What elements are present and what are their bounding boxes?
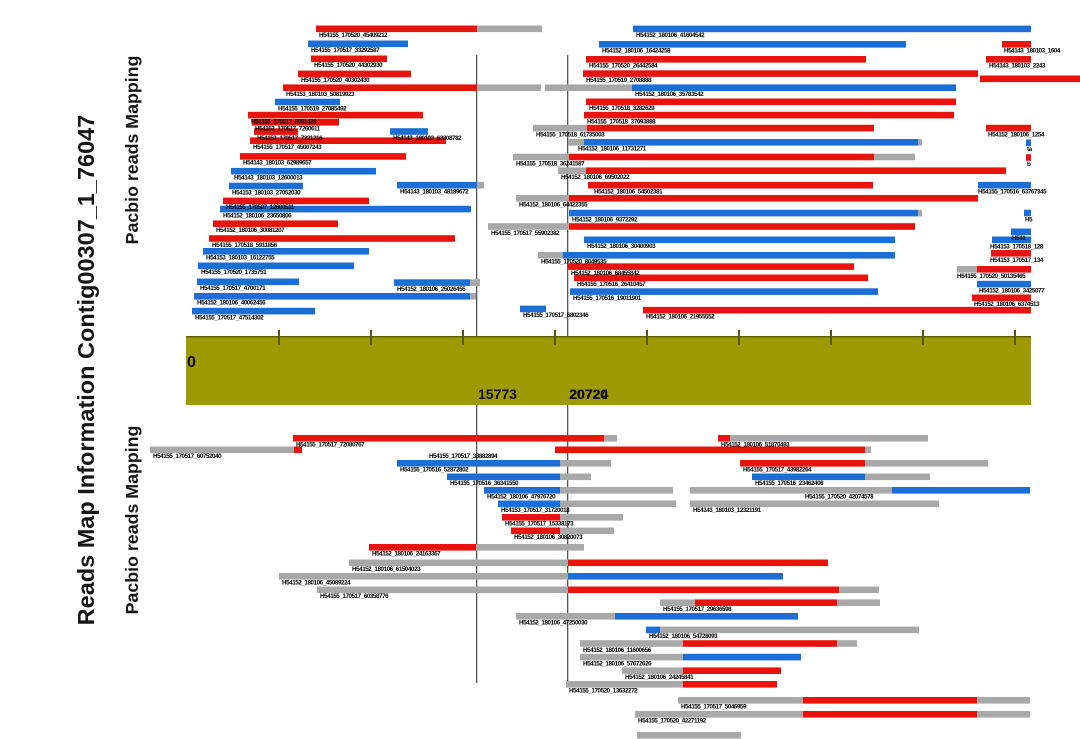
svg-text:H54155_170518_36241587: H54155_170518_36241587: [516, 160, 585, 167]
svg-text:H54155_170517_55902382: H54155_170517_55902382: [491, 230, 560, 237]
svg-text:H54155_170507_12600511: H54155_170507_12600511: [226, 204, 295, 211]
svg-text:H54155_170517_6802346: H54155_170517_6802346: [523, 312, 589, 319]
svg-text:H54152_180106_30081207: H54152_180106_30081207: [216, 227, 285, 234]
svg-text:H54155_170517_33292587: H54155_170517_33292587: [311, 47, 380, 54]
svg-text:H54155_170517_45007243: H54155_170517_45007243: [253, 144, 322, 151]
svg-text:H54152_180106_47250030: H54152_180106_47250030: [519, 620, 588, 627]
svg-text:H54155_170516_26410457: H54155_170516_26410457: [577, 281, 646, 288]
svg-text:H54155_170518_37093888: H54155_170518_37093888: [587, 118, 656, 125]
svg-text:H54152_180106_11600656: H54152_180106_11600656: [583, 647, 652, 654]
svg-text:20724: 20724: [570, 386, 609, 402]
svg-text:H54152_180106_25026455: H54152_180106_25026455: [397, 286, 466, 293]
svg-text:H54155_170517_47514302: H54155_170517_47514302: [195, 314, 264, 321]
svg-text:H54155_170518_3282629: H54155_170518_3282629: [589, 105, 655, 112]
svg-text:ta: ta: [1027, 146, 1033, 153]
svg-text:H54153_170517_7221216: H54153_170517_7221216: [257, 135, 323, 142]
svg-text:H54155_170519_27085492: H54155_170519_27085492: [278, 105, 347, 112]
svg-text:15773: 15773: [478, 386, 517, 402]
svg-text:H54155_170520_42074578: H54155_170520_42074578: [805, 494, 874, 501]
svg-text:H54155_170520_42271192: H54155_170520_42271192: [638, 718, 707, 725]
svg-text:H54152_180106_1254: H54152_180106_1254: [988, 131, 1045, 138]
svg-text:H54155_170520_44302930: H54155_170520_44302930: [314, 62, 383, 69]
svg-text:H54155_170517_33882894: H54155_170517_33882894: [429, 453, 498, 460]
svg-text:H54143_180103_12600013: H54143_180103_12600013: [234, 175, 303, 182]
svg-text:H54152_180106_30820073: H54152_180106_30820073: [514, 534, 583, 541]
svg-text:H54143_180103_2243: H54143_180103_2243: [989, 63, 1046, 70]
svg-text:H54155_170516_36341550: H54155_170516_36341550: [450, 480, 519, 487]
svg-text:H54152_180106_35783542: H54152_180106_35783542: [635, 91, 704, 98]
svg-text:H54155_170517_5046959: H54155_170517_5046959: [681, 704, 747, 711]
svg-text:H54155_170517_8081428: H54155_170517_8081428: [251, 118, 317, 125]
svg-text:H54152_180106_41604542: H54152_180106_41604542: [636, 32, 705, 39]
svg-text:H54155_170520_13632272: H54155_170520_13632272: [569, 688, 638, 695]
svg-text:H54152_180106_24163367: H54152_180106_24163367: [372, 551, 441, 558]
svg-text:H54155_170519_2708888: H54155_170519_2708888: [586, 77, 652, 84]
svg-text:H54143_180103_1604: H54143_180103_1604: [1004, 48, 1061, 55]
svg-text:H54155_170517_60358776: H54155_170517_60358776: [320, 593, 389, 600]
svg-text:H54143_180103_63308782: H54143_180103_63308782: [393, 135, 462, 142]
svg-text:H54153_180103_16122755: H54153_180103_16122755: [206, 255, 275, 262]
svg-text:H54152_180106_69502022: H54152_180106_69502022: [561, 174, 630, 181]
svg-text:H54155_170520_40302430: H54155_170520_40302430: [301, 77, 370, 84]
svg-text:H54152_180106_47976720: H54152_180106_47976720: [487, 494, 556, 501]
svg-text:Reads Map Information Contig00: Reads Map Information Contig00307_1_7604…: [73, 115, 99, 626]
svg-text:H54152_180106_45089224: H54152_180106_45089224: [282, 580, 351, 587]
svg-text:H54152_180106_21955552: H54152_180106_21955552: [646, 314, 715, 321]
svg-text:H54155_170516_19011901: H54155_170516_19011901: [573, 295, 642, 302]
svg-text:H54155_170520_26442584: H54155_170520_26442584: [589, 63, 658, 70]
svg-text:H54152_180106_51870493: H54152_180106_51870493: [721, 442, 790, 449]
svg-text:H54143_180103_12321191: H54143_180103_12321191: [693, 507, 762, 514]
svg-text:H54155_170517_72080767: H54155_170517_72080767: [296, 442, 365, 449]
svg-text:H541: H541: [1012, 235, 1026, 242]
svg-text:b: b: [1027, 161, 1031, 168]
svg-text:H54153_180103_27052030: H54153_180103_27052030: [232, 189, 301, 196]
svg-text:H54143_180103_48189672: H54143_180103_48189672: [400, 189, 469, 196]
svg-text:H54155_170520_45409212: H54155_170520_45409212: [319, 32, 388, 39]
svg-text:H5: H5: [1025, 216, 1033, 223]
svg-text:H54152_180106_40062456: H54152_180106_40062456: [197, 300, 266, 307]
svg-text:H54152_180106_64422355: H54152_180106_64422355: [519, 202, 588, 209]
svg-text:H54152_180106_9372292: H54152_180106_9372292: [572, 216, 638, 223]
svg-text:H54155_170520_1735751: H54155_170520_1735751: [201, 269, 267, 276]
svg-text:H54152_180106_54728093: H54152_180106_54728093: [649, 633, 718, 640]
svg-text:H54152_180106_16424258: H54152_180106_16424258: [602, 48, 671, 55]
svg-text:H54155_170520_50135465: H54155_170520_50135465: [957, 273, 1026, 280]
svg-text:H54152_180106_3425077: H54152_180106_3425077: [979, 287, 1045, 294]
svg-text:Pacbio reads Mapping: Pacbio reads Mapping: [122, 56, 142, 245]
svg-text:H54143_180103_62989657: H54143_180103_62989657: [243, 160, 312, 167]
svg-text:H54155_170517_29636598: H54155_170517_29636598: [663, 606, 732, 613]
svg-text:H54152_180106_24245841: H54152_180106_24245841: [625, 674, 694, 681]
svg-text:H54155_170518_61735003: H54155_170518_61735003: [536, 131, 605, 138]
svg-text:H54152_180106_54502381: H54152_180106_54502381: [594, 189, 663, 196]
svg-text:H54155_170520_8049535: H54155_170520_8049535: [541, 259, 607, 266]
svg-text:H54152_180106_30400903: H54152_180106_30400903: [587, 243, 656, 250]
svg-text:H54155_170516_63767345: H54155_170516_63767345: [978, 189, 1047, 196]
svg-text:H54155_170517_60752040: H54155_170517_60752040: [153, 453, 222, 460]
svg-text:H54155_170516_23462408: H54155_170516_23462408: [755, 480, 824, 487]
svg-text:H54152_180106_68455842: H54152_180106_68455842: [571, 270, 640, 277]
svg-text:H54153_170518_128: H54153_170518_128: [990, 244, 1044, 251]
svg-text:20720: 20720: [569, 386, 608, 402]
svg-text:H54153_170517_31720018: H54153_170517_31720018: [501, 507, 570, 514]
svg-text:H54155_170517_15338173: H54155_170517_15338173: [505, 521, 574, 528]
svg-text:H54155_170518_5911856: H54155_170518_5911856: [212, 242, 278, 249]
svg-text:0: 0: [187, 354, 196, 371]
svg-text:H54153_170517_134: H54153_170517_134: [990, 257, 1044, 264]
svg-text:Pacbio reads Mapping: Pacbio reads Mapping: [122, 426, 142, 615]
svg-text:H54152_180106_61504023: H54152_180106_61504023: [352, 566, 421, 573]
svg-text:H54152_180106_6374513: H54152_180106_6374513: [974, 301, 1040, 308]
svg-text:H54153_170517_7260611: H54153_170517_7260611: [255, 126, 321, 133]
svg-text:H54155_170517_43982264: H54155_170517_43982264: [743, 467, 812, 474]
svg-text:H54152_180106_11731271: H54152_180106_11731271: [578, 146, 647, 153]
svg-text:H54153_180103_50819923: H54153_180103_50819923: [286, 91, 355, 98]
svg-text:H54155_170516_52872802: H54155_170516_52872802: [400, 467, 469, 474]
svg-text:H54152_180106_57672626: H54152_180106_57672626: [583, 660, 652, 667]
svg-text:H54155_170517_4700171: H54155_170517_4700171: [200, 285, 266, 292]
svg-text:H54152_180106_23650806: H54152_180106_23650806: [223, 212, 292, 219]
